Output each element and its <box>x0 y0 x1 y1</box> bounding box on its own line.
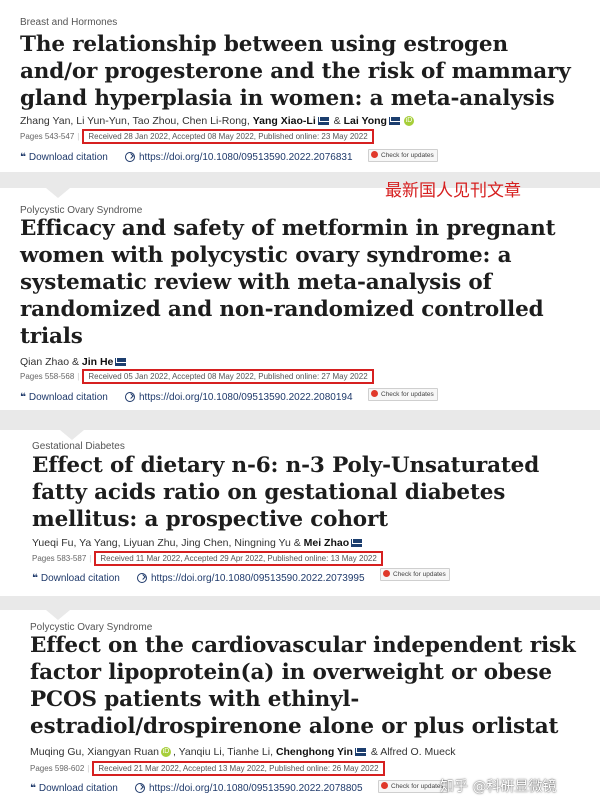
author-list[interactable]: Qian Zhao & <box>20 356 82 368</box>
corresponding-author[interactable]: Mei Zhao <box>303 537 350 549</box>
email-icon[interactable] <box>351 539 363 548</box>
article-authors: Muqing Gu, Xiangyan Ruan iD, Yanqiu Li, T… <box>30 746 455 758</box>
article-category: Breast and Hormones <box>20 17 118 28</box>
email-icon[interactable] <box>354 748 366 757</box>
article-meta: Pages 543-547 | Received 28 Jan 2022, Acce… <box>20 129 374 144</box>
email-icon[interactable] <box>388 117 400 126</box>
crossmark-icon <box>383 569 390 577</box>
article-title[interactable]: Effect on the cardiovascular independent… <box>30 633 576 739</box>
orcid-icon[interactable]: iD <box>161 747 171 758</box>
author-list[interactable]: Muqing Gu, Xiangyan Ruan <box>30 746 159 758</box>
article-meta: Pages 598-602 | Received 21 Mar 2022, Acce… <box>30 761 385 776</box>
article-authors: Qian Zhao & Jin He <box>20 356 128 368</box>
external-link-icon <box>135 783 145 794</box>
separator <box>0 596 600 610</box>
check-updates-button[interactable]: Check for updates <box>368 149 438 162</box>
article-title[interactable]: Efficacy and safety of metformin in preg… <box>20 216 556 349</box>
article-authors: Zhang Yan, Li Yun-Yun, Tao Zhou, Chen Li… <box>20 115 416 127</box>
article-authors: Yueqi Fu, Ya Yang, Liyuan Zhu, Jing Chen… <box>32 537 364 549</box>
external-link-icon <box>125 152 135 163</box>
publication-dates: Received 05 Jan 2022, Accepted 08 May 20… <box>82 369 374 384</box>
article-category: Gestational Diabetes <box>32 441 125 452</box>
email-icon[interactable] <box>115 358 127 367</box>
separator-notch <box>46 188 70 198</box>
check-updates-button[interactable]: Check for updates <box>378 780 448 793</box>
article-title[interactable]: The relationship between using estrogen … <box>20 32 571 111</box>
publication-dates: Received 21 Mar 2022, Accepted 13 May 20… <box>92 761 385 776</box>
article-title[interactable]: Effect of dietary n-6: n-3 Poly-Unsatura… <box>32 453 540 532</box>
crossmark-icon <box>381 781 388 789</box>
email-icon[interactable] <box>317 117 329 126</box>
separator-notch <box>60 430 84 440</box>
orcid-icon[interactable]: iD <box>403 116 414 127</box>
corresponding-author[interactable]: Chenghong Yin <box>275 746 353 758</box>
doi-link[interactable]: https://doi.org/10.1080/09513590.2022.20… <box>125 152 353 163</box>
page-range: Pages 558-568 <box>20 372 75 381</box>
author-list[interactable]: Yueqi Fu, Ya Yang, Liyuan Zhu, Jing Chen… <box>32 537 304 549</box>
separator <box>0 410 600 430</box>
quote-icon: ❝ <box>32 573 38 584</box>
download-citation-link[interactable]: ❝ Download citation <box>30 783 118 794</box>
external-link-icon <box>137 573 147 584</box>
external-link-icon <box>125 392 135 403</box>
publication-dates: Received 28 Jan 2022, Accepted 08 May 20… <box>82 129 374 144</box>
corresponding-author[interactable]: Jin He <box>81 356 114 368</box>
overlay-annotation: 最新国人见刊文章 <box>385 181 521 201</box>
separator-notch <box>46 610 70 620</box>
quote-icon: ❝ <box>20 392 26 403</box>
download-citation-link[interactable]: ❝ Download citation <box>20 392 108 403</box>
page-range: Pages 583-587 <box>32 554 87 563</box>
quote-icon: ❝ <box>20 152 26 163</box>
article-links: ❝ Download citation https://doi.org/10.10… <box>20 152 600 166</box>
crossmark-icon <box>371 389 378 397</box>
doi-link[interactable]: https://doi.org/10.1080/09513590.2022.20… <box>125 392 353 403</box>
page-range: Pages 543-547 <box>20 132 75 141</box>
article-category: Polycystic Ovary Syndrome <box>20 205 143 216</box>
check-updates-button[interactable]: Check for updates <box>368 388 438 401</box>
author-separator: & <box>367 746 381 758</box>
article-links: ❝ Download citation https://doi.org/10.10… <box>30 783 600 797</box>
corresponding-author[interactable]: Yang Xiao-Li <box>252 115 316 127</box>
article-meta: Pages 558-568 | Received 05 Jan 2022, Acce… <box>20 369 374 384</box>
article-links: ❝ Download citation https://doi.org/10.10… <box>32 573 600 587</box>
page-range: Pages 598-602 <box>30 764 85 773</box>
corresponding-author[interactable]: Lai Yong <box>343 115 387 127</box>
author-list[interactable]: , Yanqiu Li, Tianhe Li, <box>173 746 276 758</box>
doi-link[interactable]: https://doi.org/10.1080/09513590.2022.20… <box>137 573 365 584</box>
doi-link[interactable]: https://doi.org/10.1080/09513590.2022.20… <box>135 783 363 794</box>
article-meta: Pages 583-587 | Received 11 Mar 2022, Acce… <box>32 551 383 566</box>
article-links: ❝ Download citation https://doi.org/10.10… <box>20 392 600 406</box>
crossmark-icon <box>371 150 378 158</box>
author-list[interactable]: Alfred O. Mueck <box>380 746 456 758</box>
author-separator: & <box>330 115 344 127</box>
watermark: 知乎 @科研显微镜 <box>440 779 557 795</box>
publication-dates: Received 11 Mar 2022, Accepted 29 Apr 20… <box>94 551 383 566</box>
quote-icon: ❝ <box>30 783 36 794</box>
download-citation-link[interactable]: ❝ Download citation <box>20 152 108 163</box>
separator <box>0 172 600 188</box>
download-citation-link[interactable]: ❝ Download citation <box>32 573 120 584</box>
article-category: Polycystic Ovary Syndrome <box>30 622 153 633</box>
author-list[interactable]: Zhang Yan, Li Yun-Yun, Tao Zhou, Chen Li… <box>20 115 253 127</box>
check-updates-button[interactable]: Check for updates <box>380 568 450 581</box>
